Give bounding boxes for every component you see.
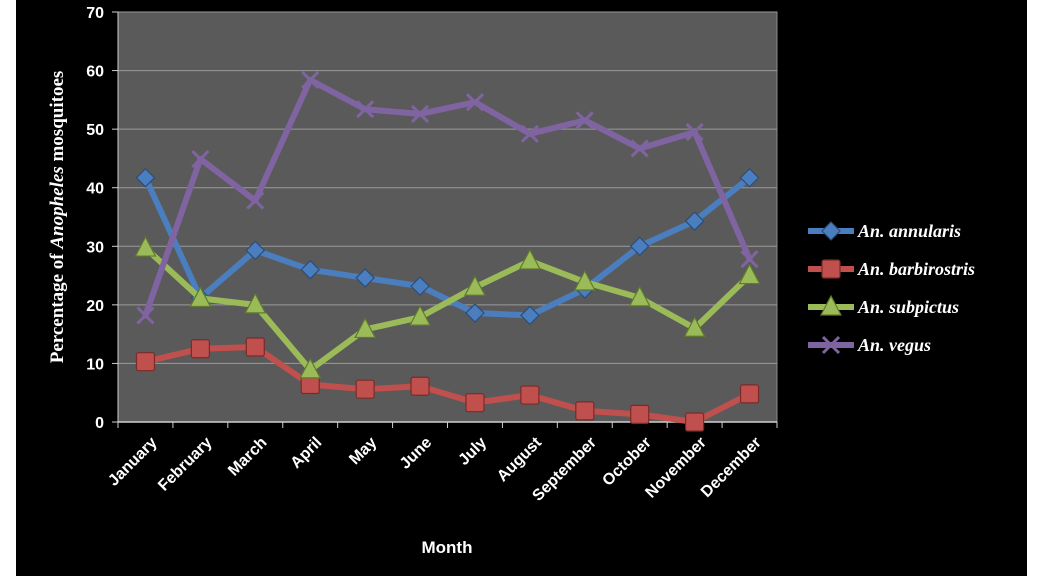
data-point-an-vegus: [575, 111, 594, 130]
legend-label: An. annularis: [857, 221, 961, 241]
data-point-an-vegus: [191, 149, 210, 169]
y-axis-title: Percentage of Anopheles mosquitoes: [47, 71, 68, 364]
data-point-an-annularis: [410, 276, 430, 296]
x-tick-label: March: [225, 434, 270, 479]
data-point-an-vegus: [520, 124, 539, 143]
data-point-an-annularis: [520, 305, 540, 326]
data-point-an-subpictus: [738, 263, 761, 285]
legend-marker: [821, 221, 841, 241]
data-point-an-annularis: [245, 240, 266, 261]
x-tick-label: May: [346, 434, 380, 468]
data-point-an-vegus: [630, 139, 649, 158]
data-point-an-vegus: [246, 191, 265, 210]
data-point-an-subpictus: [189, 286, 212, 308]
y-axis-title-suffix: mosquitoes: [47, 71, 68, 167]
data-point-an-annularis: [739, 167, 760, 188]
data-point-an-barbirostris: [685, 412, 705, 432]
data-point-an-barbirostris: [190, 339, 210, 359]
legend-marker: [821, 259, 841, 279]
y-tick-label: 20: [86, 298, 104, 315]
data-point-an-vegus: [685, 123, 704, 142]
legend-label: An. subpictus: [857, 297, 959, 317]
data-point-an-subpictus: [683, 315, 706, 337]
data-point-an-subpictus: [573, 269, 596, 291]
series-an-vegus: [136, 70, 759, 325]
series-an-subpictus: [134, 235, 761, 379]
series-layer: [134, 70, 761, 432]
data-point-an-barbirostris: [245, 337, 265, 357]
x-tick-label: April: [288, 434, 326, 472]
data-point-an-barbirostris: [355, 379, 375, 399]
x-tick-label: June: [397, 434, 435, 472]
legend-label: An. vegus: [857, 335, 931, 355]
legend-item-an-subpictus: An. subpictus: [808, 294, 959, 317]
data-point-an-annularis: [465, 303, 485, 323]
data-point-an-annularis: [135, 167, 156, 188]
x-axis-title: Month: [422, 538, 473, 557]
data-point-an-vegus: [740, 250, 759, 269]
series-an-barbirostris: [135, 337, 760, 432]
y-axis-title-prefix: Percentage of: [47, 249, 68, 364]
data-point-an-barbirostris: [575, 401, 595, 421]
data-point-an-subpictus: [134, 235, 157, 257]
data-point-an-vegus: [301, 70, 320, 90]
data-point-an-annularis: [684, 211, 705, 231]
x-tick-label: October: [599, 434, 654, 489]
x-tick-label: July: [455, 434, 490, 469]
legend-item-an-annularis: An. annularis: [808, 221, 961, 241]
data-point-an-barbirostris: [465, 393, 485, 413]
data-point-an-subpictus: [299, 357, 322, 379]
data-point-an-barbirostris: [520, 385, 540, 405]
data-point-an-subpictus: [628, 285, 651, 307]
x-tick-label: January: [105, 434, 160, 489]
y-tick-label: 10: [86, 356, 104, 373]
y-tick-label: 70: [86, 5, 104, 22]
x-tick-label: August: [494, 434, 545, 485]
data-point-an-vegus: [410, 104, 430, 123]
legend-marker: [820, 294, 842, 316]
y-tick-label: 40: [86, 181, 104, 198]
data-point-an-annularis: [355, 268, 375, 288]
legend-label: An. barbirostris: [857, 259, 975, 279]
data-point-an-subpictus: [244, 292, 267, 314]
data-point-an-vegus: [465, 93, 485, 112]
y-tick-label: 30: [86, 239, 104, 256]
y-tick-label: 0: [95, 415, 104, 432]
data-point-an-barbirostris: [135, 352, 156, 372]
data-point-an-barbirostris: [630, 404, 650, 424]
y-tick-label: 60: [86, 64, 104, 81]
data-point-an-vegus: [356, 100, 375, 119]
data-point-an-barbirostris: [739, 384, 760, 404]
plot-area: [117, 11, 778, 423]
x-tick-label: February: [155, 434, 216, 495]
data-point-an-subpictus: [518, 248, 541, 270]
y-axis-title-italic: Anopheles: [47, 166, 68, 249]
data-point-an-subpictus: [409, 304, 432, 326]
data-point-an-annularis: [300, 259, 321, 280]
legend-item-an-barbirostris: An. barbirostris: [808, 259, 975, 279]
data-point-an-barbirostris: [410, 376, 430, 396]
legend: An. annularis An. barbirostris An. subpict…: [808, 221, 975, 355]
legend-item-an-vegus: An. vegus: [808, 335, 931, 355]
series-line-an-subpictus: [142, 245, 753, 373]
data-point-an-subpictus: [354, 317, 377, 339]
gridlines: [118, 11, 777, 364]
chart-frame: 0 10 20 30 40 50 60 70 January February March April…: [16, 0, 1027, 576]
x-tick-label: December: [698, 434, 765, 501]
series-line-an-vegus: [142, 76, 753, 319]
data-point-an-subpictus: [463, 274, 486, 296]
legend-marker: [821, 335, 841, 355]
data-point-an-vegus: [136, 306, 155, 325]
y-tick-label: 50: [86, 122, 104, 139]
data-point-an-annularis: [629, 236, 650, 257]
